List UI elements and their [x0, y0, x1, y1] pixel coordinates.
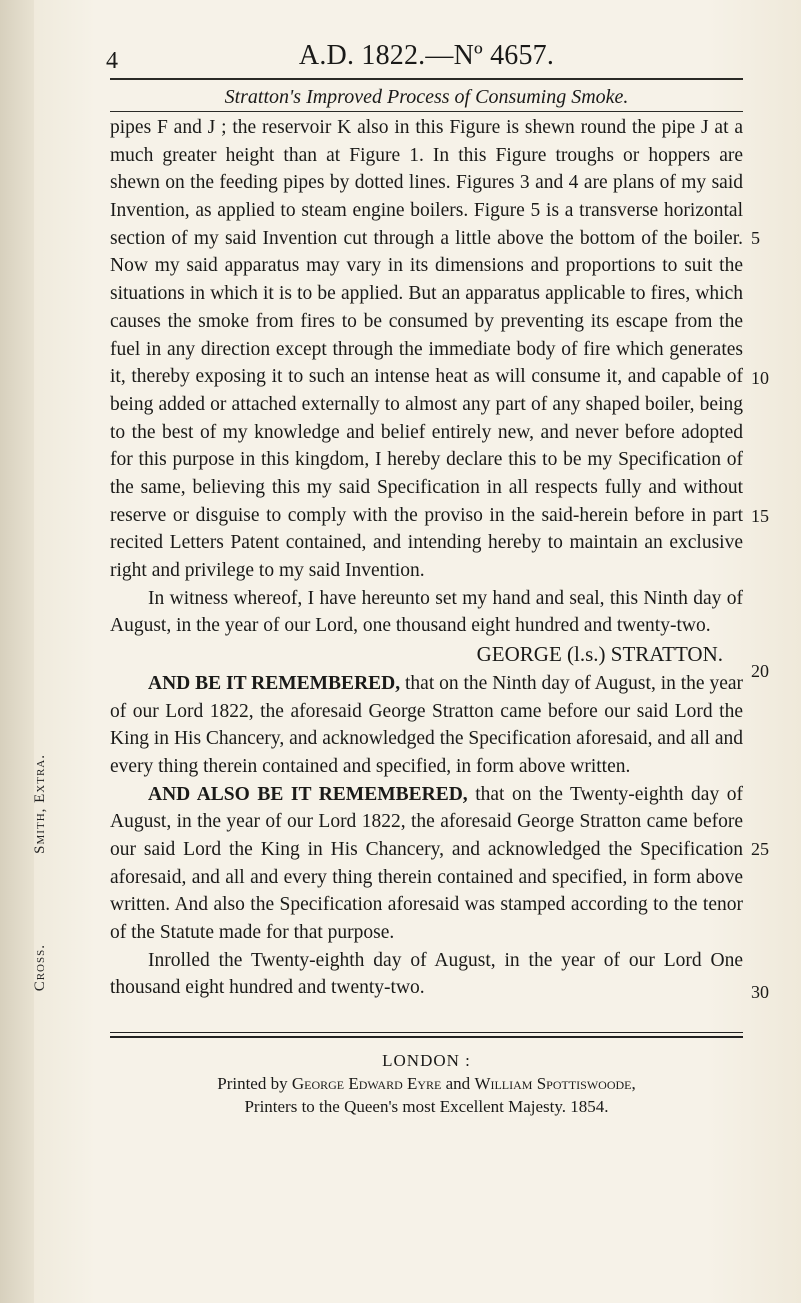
rule-under-runhead	[110, 111, 743, 112]
colophon-block: LONDON : Printed by George Edward Eyre a…	[110, 1032, 743, 1119]
side-note-cross: Cross.	[30, 944, 92, 991]
running-head: Stratton's Improved Process of Consuming…	[110, 86, 743, 109]
body-text: 5 10 15 20 25 30 Smith, Extra. Cross. pi…	[110, 114, 743, 1002]
paragraph-4: Inrolled the Twenty-eighth day of August…	[110, 947, 743, 1002]
colophon: LONDON : Printed by George Edward Eyre a…	[110, 1050, 743, 1119]
colophon-line-1b: and	[441, 1074, 474, 1093]
colophon-line-1a: Printed by	[217, 1074, 292, 1093]
margin-line-number: 10	[751, 366, 785, 392]
margin-line-number: 15	[751, 504, 785, 530]
colophon-printer-name-1: George Edward Eyre	[292, 1074, 442, 1093]
paragraph-3b-rest: that on the Twenty-eighth day of August,…	[110, 784, 743, 943]
paragraph-2: In witness whereof, I have hereunto set …	[110, 585, 743, 640]
paragraph-1: pipes F and J ; the reservoir K also in …	[110, 114, 743, 585]
rule-top	[110, 78, 743, 80]
scanned-page: 4 A.D. 1822.—Nº 4657. Stratton's Improve…	[0, 0, 801, 1303]
margin-line-number: 20	[751, 659, 785, 685]
paragraph-3a: AND BE IT REMEMBERED, that on the Ninth …	[110, 670, 743, 781]
margin-line-number: 25	[751, 837, 785, 863]
side-note-smith-extra: Smith, Extra.	[30, 754, 92, 854]
paragraph-3a-lead: AND BE IT REMEMBERED,	[148, 673, 400, 694]
colophon-printer-name-2: William Spottiswoode,	[474, 1074, 635, 1093]
signature-line: GEORGE (l.s.) STRATTON.	[110, 640, 743, 670]
margin-line-number: 30	[751, 980, 785, 1006]
paragraph-3b-lead: AND ALSO BE IT REMEMBERED,	[148, 784, 468, 805]
page-number: 4	[106, 48, 118, 75]
colophon-line-2: Printers to the Queen's most Excellent M…	[110, 1096, 743, 1119]
page-heading: A.D. 1822.—Nº 4657.	[110, 40, 743, 72]
colophon-city: LONDON :	[110, 1050, 743, 1073]
paragraph-3b: AND ALSO BE IT REMEMBERED, that on the T…	[110, 781, 743, 947]
margin-line-number: 5	[751, 226, 785, 252]
colophon-line-1: Printed by George Edward Eyre and Willia…	[110, 1073, 743, 1096]
double-rule	[110, 1032, 743, 1038]
